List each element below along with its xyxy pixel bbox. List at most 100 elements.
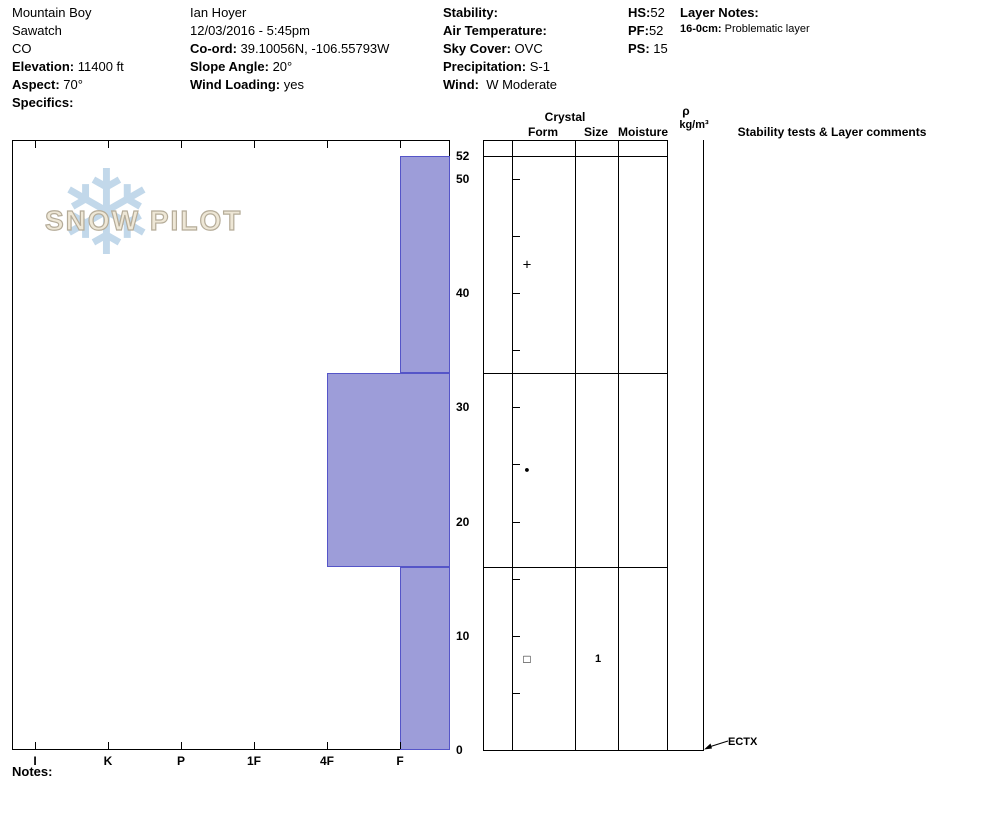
- density-units-header: kg/m³: [679, 119, 709, 131]
- ps-line: PS: 15: [628, 40, 668, 58]
- panel-depth-tick-icon: [513, 407, 520, 408]
- panel-grid-bottom-line: [483, 750, 704, 751]
- precipitation-label: Precipitation:: [443, 59, 527, 74]
- panel-depth-tick-icon: [513, 236, 520, 237]
- pf-value: 52: [648, 23, 664, 38]
- precipitation-line: Precipitation: S-1: [443, 58, 557, 76]
- hardness-axis-label: 4F: [319, 754, 335, 768]
- layer-notes-title: Layer Notes:: [680, 4, 810, 22]
- panel-depth-tick-icon: [513, 293, 520, 294]
- density-symbol-header: ρ: [682, 104, 690, 118]
- pf-line: PF:52: [628, 22, 668, 40]
- elevation-value: 11400 ft: [74, 59, 124, 74]
- wind-loading: Wind Loading: yes: [190, 76, 389, 94]
- air-temperature-line: Air Temperature:: [443, 22, 557, 40]
- elevation-label: Elevation:: [12, 59, 75, 74]
- observer-name: Ian Hoyer: [190, 5, 247, 20]
- depth-axis-label: 50: [456, 171, 470, 186]
- aspect-label: Aspect:: [12, 77, 60, 92]
- hardness-axis-label: I: [33, 754, 37, 768]
- layer-note-item: 16-0cm: Problematic layer: [680, 22, 810, 37]
- hardness-axis-label: F: [396, 754, 404, 768]
- form-column-header: Form: [528, 125, 558, 139]
- depth-axis-label: 0: [456, 743, 463, 757]
- hardness-tick-bottom-icon: [35, 742, 36, 749]
- hardness-tick-top-icon: [254, 141, 255, 148]
- panel-layer-boundary-line: [483, 156, 667, 157]
- hardness-tick-bottom-icon: [327, 742, 328, 749]
- hardness-tick-bottom-icon: [254, 742, 255, 749]
- size-column-header: Size: [583, 125, 609, 139]
- site-state: CO: [12, 41, 32, 56]
- wind-loading-label: Wind Loading:: [190, 77, 281, 92]
- hardness-tick-top-icon: [108, 141, 109, 148]
- depth-axis-label: 10: [456, 628, 470, 643]
- panel-layer-boundary-line: [483, 567, 667, 568]
- hardness-tick-bottom-icon: [181, 742, 182, 749]
- plus-crystal-icon: +: [522, 256, 532, 274]
- site-info-block: Mountain Boy Sawatch CO Elevation: 11400…: [12, 4, 124, 112]
- site-specifics: Specifics:: [12, 94, 124, 112]
- hardness-tick-top-icon: [400, 141, 401, 148]
- depth-axis-label: 20: [456, 514, 470, 529]
- panel-grid-top-line: [483, 140, 667, 141]
- sky-cover-label: Sky Cover:: [443, 41, 511, 56]
- observation-coords: Co-ord: 39.10056N, -106.55793W: [190, 40, 389, 58]
- hardness-axis-label: 1F: [246, 754, 262, 768]
- wind-line: Wind: W Moderate: [443, 76, 557, 94]
- panel-depth-tick-icon: [513, 636, 520, 637]
- weather-info-block: Stability: Air Temperature: Sky Cover: O…: [443, 4, 557, 94]
- layer-notes-block: Layer Notes: 16-0cm: Problematic layer: [680, 4, 810, 37]
- panel-depth-tick-icon: [513, 522, 520, 523]
- hardness-tick-bottom-icon: [400, 742, 401, 749]
- depth-axis-label: 40: [456, 286, 470, 301]
- stability-line: Stability:: [443, 4, 557, 22]
- comments-column-header: Stability tests & Layer comments: [737, 125, 927, 139]
- hardness-tick-top-icon: [35, 141, 36, 148]
- hardness-bar-layer-3: [400, 567, 450, 750]
- ps-label: PS:: [628, 41, 650, 56]
- observation-datetime: 12/03/2016 - 5:45pm: [190, 23, 310, 38]
- panel-grid-vline: [483, 140, 484, 750]
- panel-grid-vline: [512, 140, 513, 750]
- wind-value: W Moderate: [478, 77, 558, 92]
- layer-note-range: 16-0cm:: [680, 23, 722, 35]
- precipitation-value: S-1: [526, 59, 550, 74]
- air-temperature-label: Air Temperature:: [443, 23, 547, 38]
- layer-note-text: Problematic layer: [721, 23, 810, 35]
- observation-info-block: Ian Hoyer 12/03/2016 - 5:45pm Co-ord: 39…: [190, 4, 389, 94]
- hardness-bar-layer-2: [327, 373, 450, 568]
- stability-test-label: ECTX: [728, 736, 758, 748]
- aspect-value: 70°: [59, 77, 83, 92]
- specifics-label: Specifics:: [12, 95, 74, 110]
- depth-axis-label: 52: [456, 149, 470, 163]
- sky-cover-value: OVC: [510, 41, 543, 56]
- panel-grid-vline: [703, 140, 704, 750]
- watermark-brand-text: SNOW PILOT: [44, 204, 243, 236]
- panel-grid-vline: [667, 140, 668, 750]
- ectx-arrow-icon: [704, 740, 729, 750]
- hardness-tick-bottom-icon: [108, 742, 109, 749]
- notes-label: Notes:: [12, 764, 53, 779]
- slope-angle-value: 20°: [268, 59, 293, 74]
- layer-notes-label: Layer Notes:: [680, 5, 759, 20]
- panel-depth-tick-icon: [513, 579, 520, 580]
- ps-value: 15: [649, 41, 668, 56]
- snow-totals-block: HS:52 PF:52 PS: 15: [628, 4, 668, 58]
- panel-layer-boundary-line: [483, 373, 667, 374]
- site-elevation: Elevation: 11400 ft: [12, 58, 124, 76]
- sky-cover-line: Sky Cover: OVC: [443, 40, 557, 58]
- coord-label: Co-ord:: [190, 41, 237, 56]
- grain-size-value: 1: [594, 652, 602, 665]
- hs-line: HS:52: [628, 4, 668, 22]
- site-range: Sawatch: [12, 23, 62, 38]
- panel-depth-tick-icon: [513, 179, 520, 180]
- wind-loading-value: yes: [280, 77, 304, 92]
- round-crystal-icon: ●: [524, 464, 530, 475]
- panel-depth-tick-icon: [513, 350, 520, 351]
- snowpilot-watermark: ❄ SNOW PILOT: [13, 141, 283, 311]
- hardness-tick-top-icon: [327, 141, 328, 148]
- hardness-axis-label: K: [103, 754, 113, 768]
- panel-depth-tick-icon: [513, 464, 520, 465]
